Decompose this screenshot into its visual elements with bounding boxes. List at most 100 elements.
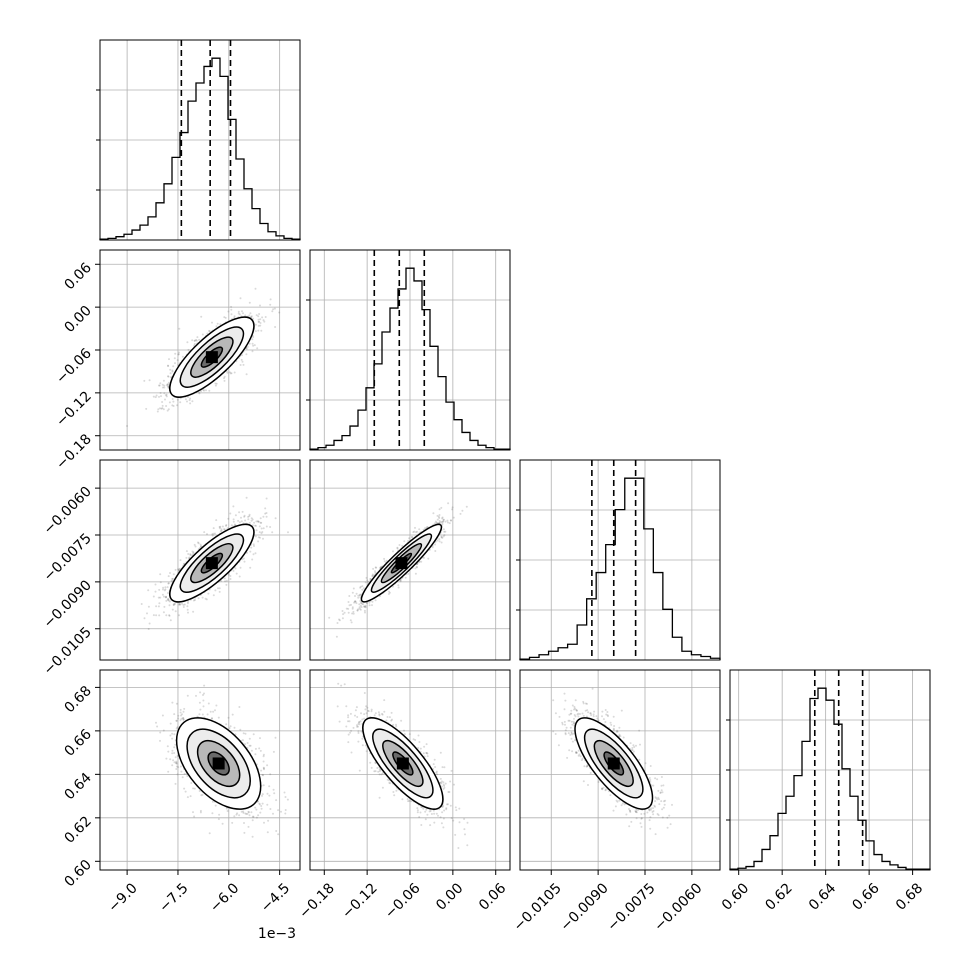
scatter-point — [278, 311, 281, 314]
scatter-point — [178, 603, 181, 606]
scatter-point — [442, 535, 445, 538]
scatter-point — [215, 519, 218, 522]
panel-content — [310, 460, 510, 660]
scatter-point — [252, 317, 255, 320]
scatter-point — [189, 402, 192, 405]
scatter-point — [198, 338, 201, 341]
scatter-point — [208, 330, 211, 333]
scatter-point — [223, 316, 226, 319]
scatter-point — [251, 338, 254, 341]
scatter-point — [438, 540, 441, 543]
scatter-point — [230, 372, 233, 375]
scatter-point — [165, 384, 168, 387]
scatter-point — [255, 314, 258, 317]
scatter-point — [178, 602, 181, 605]
scatter-point — [423, 556, 425, 559]
scatter-point — [397, 586, 400, 589]
scatter-point — [342, 613, 345, 616]
scatter-point — [200, 315, 203, 318]
scatter-point — [179, 559, 182, 562]
scatter-point — [171, 577, 174, 580]
scatter-point — [223, 375, 226, 378]
scatter-point — [191, 339, 194, 342]
scatter-point — [172, 573, 175, 576]
scatter-point — [246, 551, 248, 554]
scatter-point — [249, 566, 252, 569]
scatter-point — [250, 519, 253, 522]
scatter-point — [269, 303, 272, 306]
scatter-point — [257, 520, 260, 523]
scatter-point — [461, 509, 464, 512]
panel-frame — [519, 459, 721, 661]
scatter-point — [232, 518, 235, 521]
scatter-point — [269, 526, 272, 528]
scatter-point — [184, 398, 187, 401]
scatter-point — [241, 510, 244, 513]
scatter-point — [193, 344, 196, 347]
scatter-point — [212, 527, 215, 530]
scatter-point — [255, 529, 258, 532]
scatter-point — [239, 297, 242, 300]
scatter-point — [238, 511, 241, 514]
scatter-point — [186, 608, 189, 611]
scatter-point — [434, 550, 437, 552]
scatter-point — [161, 407, 164, 410]
scatter-point — [432, 512, 435, 515]
scatter-point — [163, 589, 166, 592]
scatter-point — [354, 600, 357, 603]
scatter-point — [398, 544, 401, 546]
scatter-point — [258, 320, 261, 323]
scatter-point — [185, 550, 188, 553]
scatter-point — [163, 392, 166, 395]
scatter-point — [167, 385, 170, 388]
scatter-point — [232, 520, 235, 523]
scatter-point — [145, 407, 148, 410]
scatter-point — [155, 394, 158, 397]
scatter-point — [143, 379, 146, 382]
scatter-point — [336, 622, 339, 624]
scatter-point — [411, 536, 414, 539]
scatter-point — [250, 517, 253, 520]
scatter-point — [420, 560, 423, 563]
scatter-point — [358, 593, 361, 596]
scatter-point — [440, 536, 443, 539]
scatter-point — [242, 557, 245, 560]
scatter-point — [415, 531, 417, 534]
scatter-point — [369, 578, 372, 580]
scatter-point — [219, 530, 222, 533]
scatter-point — [259, 304, 261, 307]
scatter-point — [427, 557, 430, 560]
panel-frame — [309, 249, 511, 451]
scatter-point — [235, 572, 238, 575]
scatter-point — [232, 505, 235, 508]
scatter-point — [257, 536, 260, 539]
scatter-point — [255, 524, 257, 527]
scatter-point — [353, 601, 356, 604]
scatter-point — [269, 298, 272, 301]
scatter-point — [436, 539, 439, 542]
scatter-point — [257, 520, 260, 523]
scatter-point — [353, 600, 356, 603]
scatter-point — [360, 593, 363, 596]
scatter-point — [253, 344, 256, 347]
scatter-point — [260, 329, 263, 332]
scatter-point — [189, 554, 192, 557]
scatter-point — [186, 400, 188, 403]
scatter-point — [414, 567, 417, 570]
scatter-point — [220, 528, 223, 531]
scatter-point — [424, 527, 426, 530]
scatter-point — [440, 541, 443, 544]
scatter-point — [161, 386, 164, 389]
scatter-point — [205, 598, 208, 601]
scatter-point — [214, 532, 216, 535]
scatter-point — [328, 616, 331, 619]
scatter-point — [401, 544, 404, 547]
scatter-point — [218, 590, 221, 593]
scatter-point — [223, 528, 226, 531]
scatter-point — [388, 591, 391, 594]
scatter-point — [258, 531, 261, 534]
scatter-point — [166, 598, 169, 601]
scatter-point — [164, 586, 167, 589]
scatter-point — [392, 550, 394, 553]
